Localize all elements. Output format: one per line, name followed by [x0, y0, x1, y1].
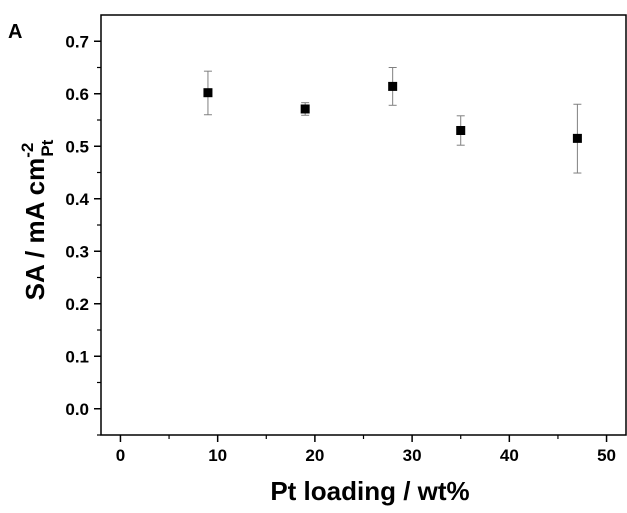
panel-label: A — [8, 21, 22, 43]
plot-frame — [100, 14, 627, 436]
data-point — [572, 133, 582, 143]
axes: 0 10 20 30 40 50 0.0 0.1 0.2 0.3 0.4 0.5 0.6 0.7 — [65, 32, 616, 465]
y-tick-label: 0.1 — [65, 347, 89, 366]
data-point — [300, 104, 310, 114]
x-tick-label: 0 — [116, 446, 125, 465]
y-axis-title-main: SA / mA cm — [20, 158, 50, 301]
data-points — [203, 81, 582, 143]
y-tick-label: 0.6 — [65, 85, 89, 104]
y-tick-label: 0.0 — [65, 400, 89, 419]
x-axis-title: Pt loading / wt% — [270, 476, 469, 506]
x-tick-label: 40 — [500, 446, 519, 465]
x-tick-label: 10 — [208, 446, 227, 465]
x-tick-label: 20 — [305, 446, 324, 465]
y-axis-title-subscript: Pt — [38, 139, 57, 156]
x-tick-label: 30 — [403, 446, 422, 465]
x-tick-label: 50 — [597, 446, 616, 465]
data-point — [388, 81, 398, 91]
y-tick-label: 0.3 — [65, 242, 89, 261]
data-point — [203, 88, 213, 98]
y-tick-label: 0.2 — [65, 295, 89, 314]
y-tick-label: 0.4 — [65, 190, 89, 209]
y-tick-label: 0.7 — [65, 32, 89, 51]
data-point — [456, 126, 466, 135]
y-axis-title-superscript: -2 — [18, 143, 37, 158]
y-axis-title: SA / mA cm-2Pt — [18, 139, 57, 300]
y-tick-label: 0.5 — [65, 137, 89, 156]
